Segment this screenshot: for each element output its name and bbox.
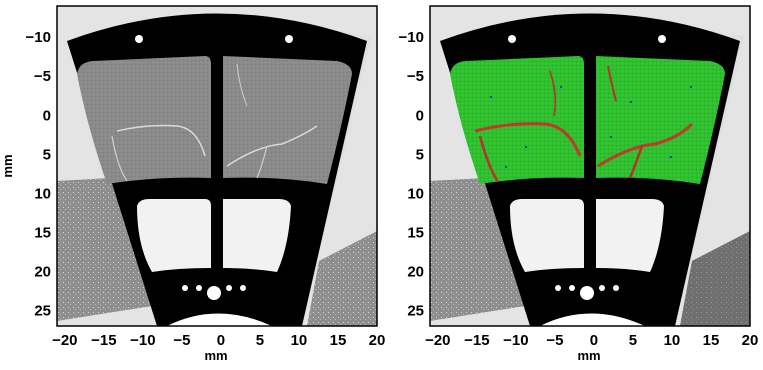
y-axis-label: mm xyxy=(0,154,15,177)
y-tick-label: 15 xyxy=(34,224,51,241)
x-axis-label: mm xyxy=(204,348,227,363)
x-tick-label: 5 xyxy=(629,332,637,349)
x-tick-label: 5 xyxy=(256,332,264,349)
x-tick-label: −5 xyxy=(173,332,190,349)
x-tick-label: 10 xyxy=(664,332,681,349)
y-tick-label: 0 xyxy=(43,107,51,124)
x-tick-label: −10 xyxy=(503,332,528,349)
tissue-chamber-left xyxy=(77,56,211,184)
y-tick-label: −10 xyxy=(399,29,424,46)
x-tick-label: −15 xyxy=(91,332,116,349)
y-tick-label: 5 xyxy=(416,146,424,163)
y-tick-label: 20 xyxy=(34,263,51,280)
left-panel xyxy=(56,5,378,327)
y-tick-label: 10 xyxy=(407,185,424,202)
x-tick-label: −15 xyxy=(464,332,489,349)
y-tick-label: 15 xyxy=(407,224,424,241)
x-tick-label: 0 xyxy=(590,332,598,349)
y-tick-label: 5 xyxy=(43,146,51,163)
y-tick-label: −5 xyxy=(34,68,51,85)
y-tick-label: −5 xyxy=(407,68,424,85)
x-tick-label: −20 xyxy=(52,332,77,349)
x-tick-label: 0 xyxy=(217,332,225,349)
x-tick-label: 15 xyxy=(703,332,720,349)
right-panel xyxy=(429,5,751,327)
x-tick-label: −5 xyxy=(546,332,563,349)
y-tick-label: 10 xyxy=(34,185,51,202)
crack-overlay xyxy=(474,122,582,157)
x-tick-label: −20 xyxy=(425,332,450,349)
y-tick-label: 20 xyxy=(407,263,424,280)
x-tick-label: 15 xyxy=(330,332,347,349)
y-tick-label: 25 xyxy=(407,302,424,319)
y-tick-label: 25 xyxy=(34,302,51,319)
x-tick-label: 20 xyxy=(742,332,759,349)
x-axis-label: mm xyxy=(577,348,600,363)
tissue-chamber-right xyxy=(223,56,352,184)
x-tick-label: −10 xyxy=(130,332,155,349)
y-tick-label: −10 xyxy=(26,29,51,46)
x-tick-label: 10 xyxy=(291,332,308,349)
axes-text: −20 −15 −10 −5 0 5 10 15 20 −10 −5 0 5 10 15 20 25 mm mm −2… xyxy=(0,29,758,363)
y-tick-label: 0 xyxy=(416,107,424,124)
pore-markers xyxy=(490,86,692,168)
x-tick-label: 20 xyxy=(369,332,386,349)
